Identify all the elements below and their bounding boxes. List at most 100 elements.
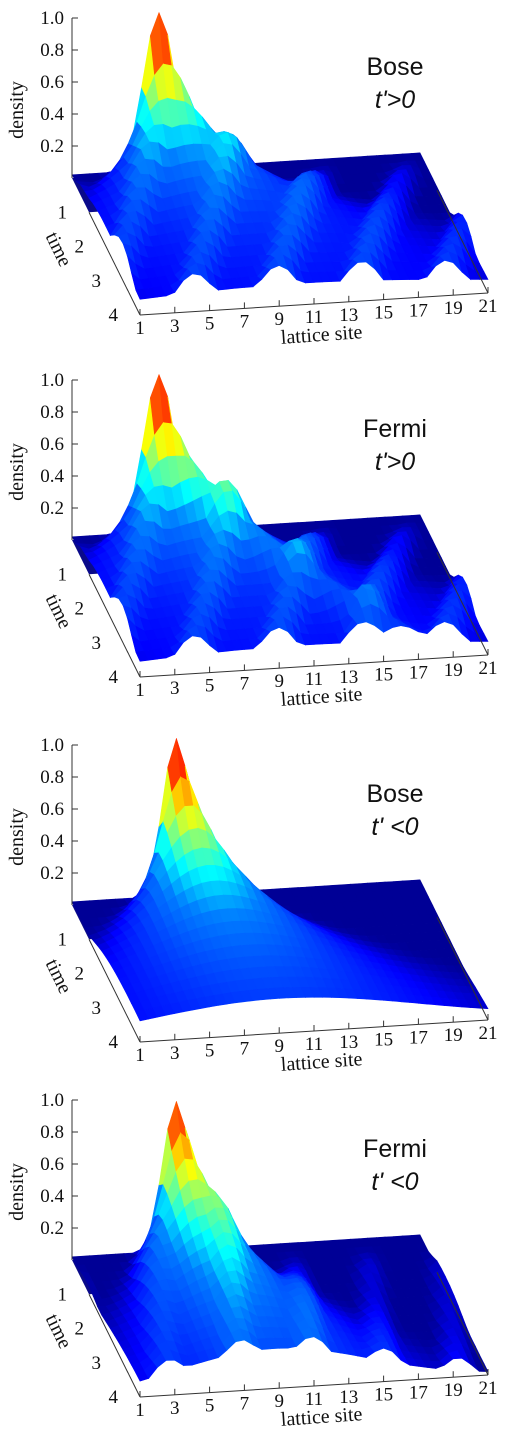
y-axis-label: time	[41, 229, 76, 271]
x-tick-label: 17	[409, 300, 428, 321]
z-tick-label: 0.8	[40, 40, 64, 61]
y-tick-label: 3	[92, 998, 102, 1019]
x-tick-label: 17	[409, 1382, 428, 1403]
chart-panel-bose-neg: 0.2 0.4 0.6 0.8 1.0 1 2 3 4 1 3 5 7 9 11 13 15 17 19 21 Bos…	[0, 727, 505, 1087]
x-axis-label: lattice site	[280, 1048, 363, 1076]
y-tick-label: 2	[75, 1319, 85, 1340]
chart-title: Bose	[367, 53, 424, 81]
x-tick-label: 9	[274, 1036, 284, 1057]
z-tick-label: 0.6	[40, 1154, 64, 1175]
right-edge-line	[436, 917, 489, 1021]
x-tick-label: 9	[274, 309, 284, 330]
chart-subtitle: t' <0	[371, 1168, 418, 1196]
z-axis-label: density	[6, 81, 28, 139]
x-tick-label: 7	[240, 673, 250, 694]
x-tick-label: 11	[305, 1034, 323, 1055]
x-tick-label: 7	[240, 311, 250, 332]
x-tick-label: 13	[339, 305, 358, 326]
z-tick-label: 0.6	[40, 72, 64, 93]
x-tick-label: 3	[170, 1043, 180, 1064]
x-tick-label: 7	[240, 1038, 250, 1059]
chart-title: Fermi	[363, 1135, 427, 1163]
chart-title: Fermi	[363, 415, 427, 443]
right-edge-line	[436, 190, 489, 294]
x-tick-label: 1	[135, 1045, 145, 1066]
x-tick-label: 17	[409, 1027, 428, 1048]
x-tick-label: 11	[305, 1389, 323, 1410]
x-tick-label: 9	[274, 1391, 284, 1412]
surface-cell	[474, 1000, 489, 1010]
y-tick-label: 2	[75, 599, 85, 620]
x-axis-label: lattice site	[280, 683, 363, 711]
z-tick-label: 0.4	[40, 831, 64, 852]
x-axis-label: lattice site	[280, 321, 363, 349]
x-tick-label: 15	[374, 665, 393, 686]
y-tick-label: 1	[58, 1284, 68, 1305]
x-tick-label: 15	[374, 303, 393, 324]
y-axis-line	[88, 212, 141, 316]
y-tick-label: 2	[75, 964, 85, 985]
x-tick-label: 3	[170, 1398, 180, 1419]
z-tick-label: 0.8	[40, 1122, 64, 1143]
x-tick-label: 1	[135, 1400, 145, 1421]
surface-layer	[71, 738, 489, 1022]
chart-panel-bose-pos: 0.2 0.4 0.6 0.8 1.0 1 2 3 4 1 3 5 7 9 11 13 15 17 19 21 Bos…	[0, 0, 505, 360]
z-tick-label: 0.8	[40, 402, 64, 423]
surface-layer	[71, 374, 489, 662]
z-tick-label: 0.2	[40, 498, 64, 519]
z-tick-label: 0.6	[40, 434, 64, 455]
y-tick-label: 3	[92, 633, 102, 654]
y-tick-label: 4	[109, 305, 119, 326]
right-edge-line	[436, 552, 489, 656]
x-tick-label: 15	[374, 1030, 393, 1051]
x-tick-label: 17	[409, 662, 428, 683]
chart-subtitle: t'>0	[375, 86, 415, 114]
y-tick-label: 3	[92, 1353, 102, 1374]
x-tick-label: 21	[479, 1378, 498, 1399]
x-tick-label: 19	[444, 298, 463, 319]
z-tick-label: 0.8	[40, 767, 64, 788]
x-tick-label: 11	[305, 669, 323, 690]
x-tick-label: 19	[444, 660, 463, 681]
z-tick-label: 1.0	[40, 1090, 64, 1111]
x-tick-label: 1	[135, 680, 145, 701]
chart-panel-fermi-pos: 0.2 0.4 0.6 0.8 1.0 1 2 3 4 1 3 5 7 9 11 13 15 17 19 21 Fer…	[0, 362, 505, 722]
z-tick-label: 0.6	[40, 799, 64, 820]
x-tick-label: 11	[305, 307, 323, 328]
y-tick-label: 1	[58, 564, 68, 585]
right-edge-line	[436, 1272, 489, 1376]
chart-subtitle: t' <0	[371, 813, 418, 841]
x-tick-label: 5	[205, 314, 215, 335]
y-tick-label: 1	[58, 202, 68, 223]
z-axis-label: density	[6, 808, 28, 866]
y-axis-label: time	[41, 1311, 76, 1353]
x-tick-label: 13	[339, 667, 358, 688]
z-axis-label: density	[6, 1163, 28, 1221]
x-tick-label: 21	[479, 296, 498, 317]
x-tick-label: 19	[444, 1025, 463, 1046]
x-tick-label: 1	[135, 318, 145, 339]
chart-subtitle: t'>0	[375, 448, 415, 476]
z-tick-label: 1.0	[40, 370, 64, 391]
y-axis-line	[88, 1294, 141, 1398]
x-tick-label: 15	[374, 1385, 393, 1406]
x-tick-label: 19	[444, 1380, 463, 1401]
x-tick-label: 7	[240, 1393, 250, 1414]
y-axis-label: time	[41, 956, 76, 998]
y-tick-label: 1	[58, 929, 68, 950]
y-axis-line	[88, 939, 141, 1043]
z-tick-label: 0.4	[40, 1186, 64, 1207]
y-axis-label: time	[41, 591, 76, 633]
z-tick-label: 0.2	[40, 136, 64, 157]
z-tick-label: 1.0	[40, 735, 64, 756]
x-tick-label: 21	[479, 1023, 498, 1044]
x-tick-label: 9	[274, 671, 284, 692]
z-tick-label: 1.0	[40, 8, 64, 29]
z-tick-label: 0.2	[40, 1218, 64, 1239]
